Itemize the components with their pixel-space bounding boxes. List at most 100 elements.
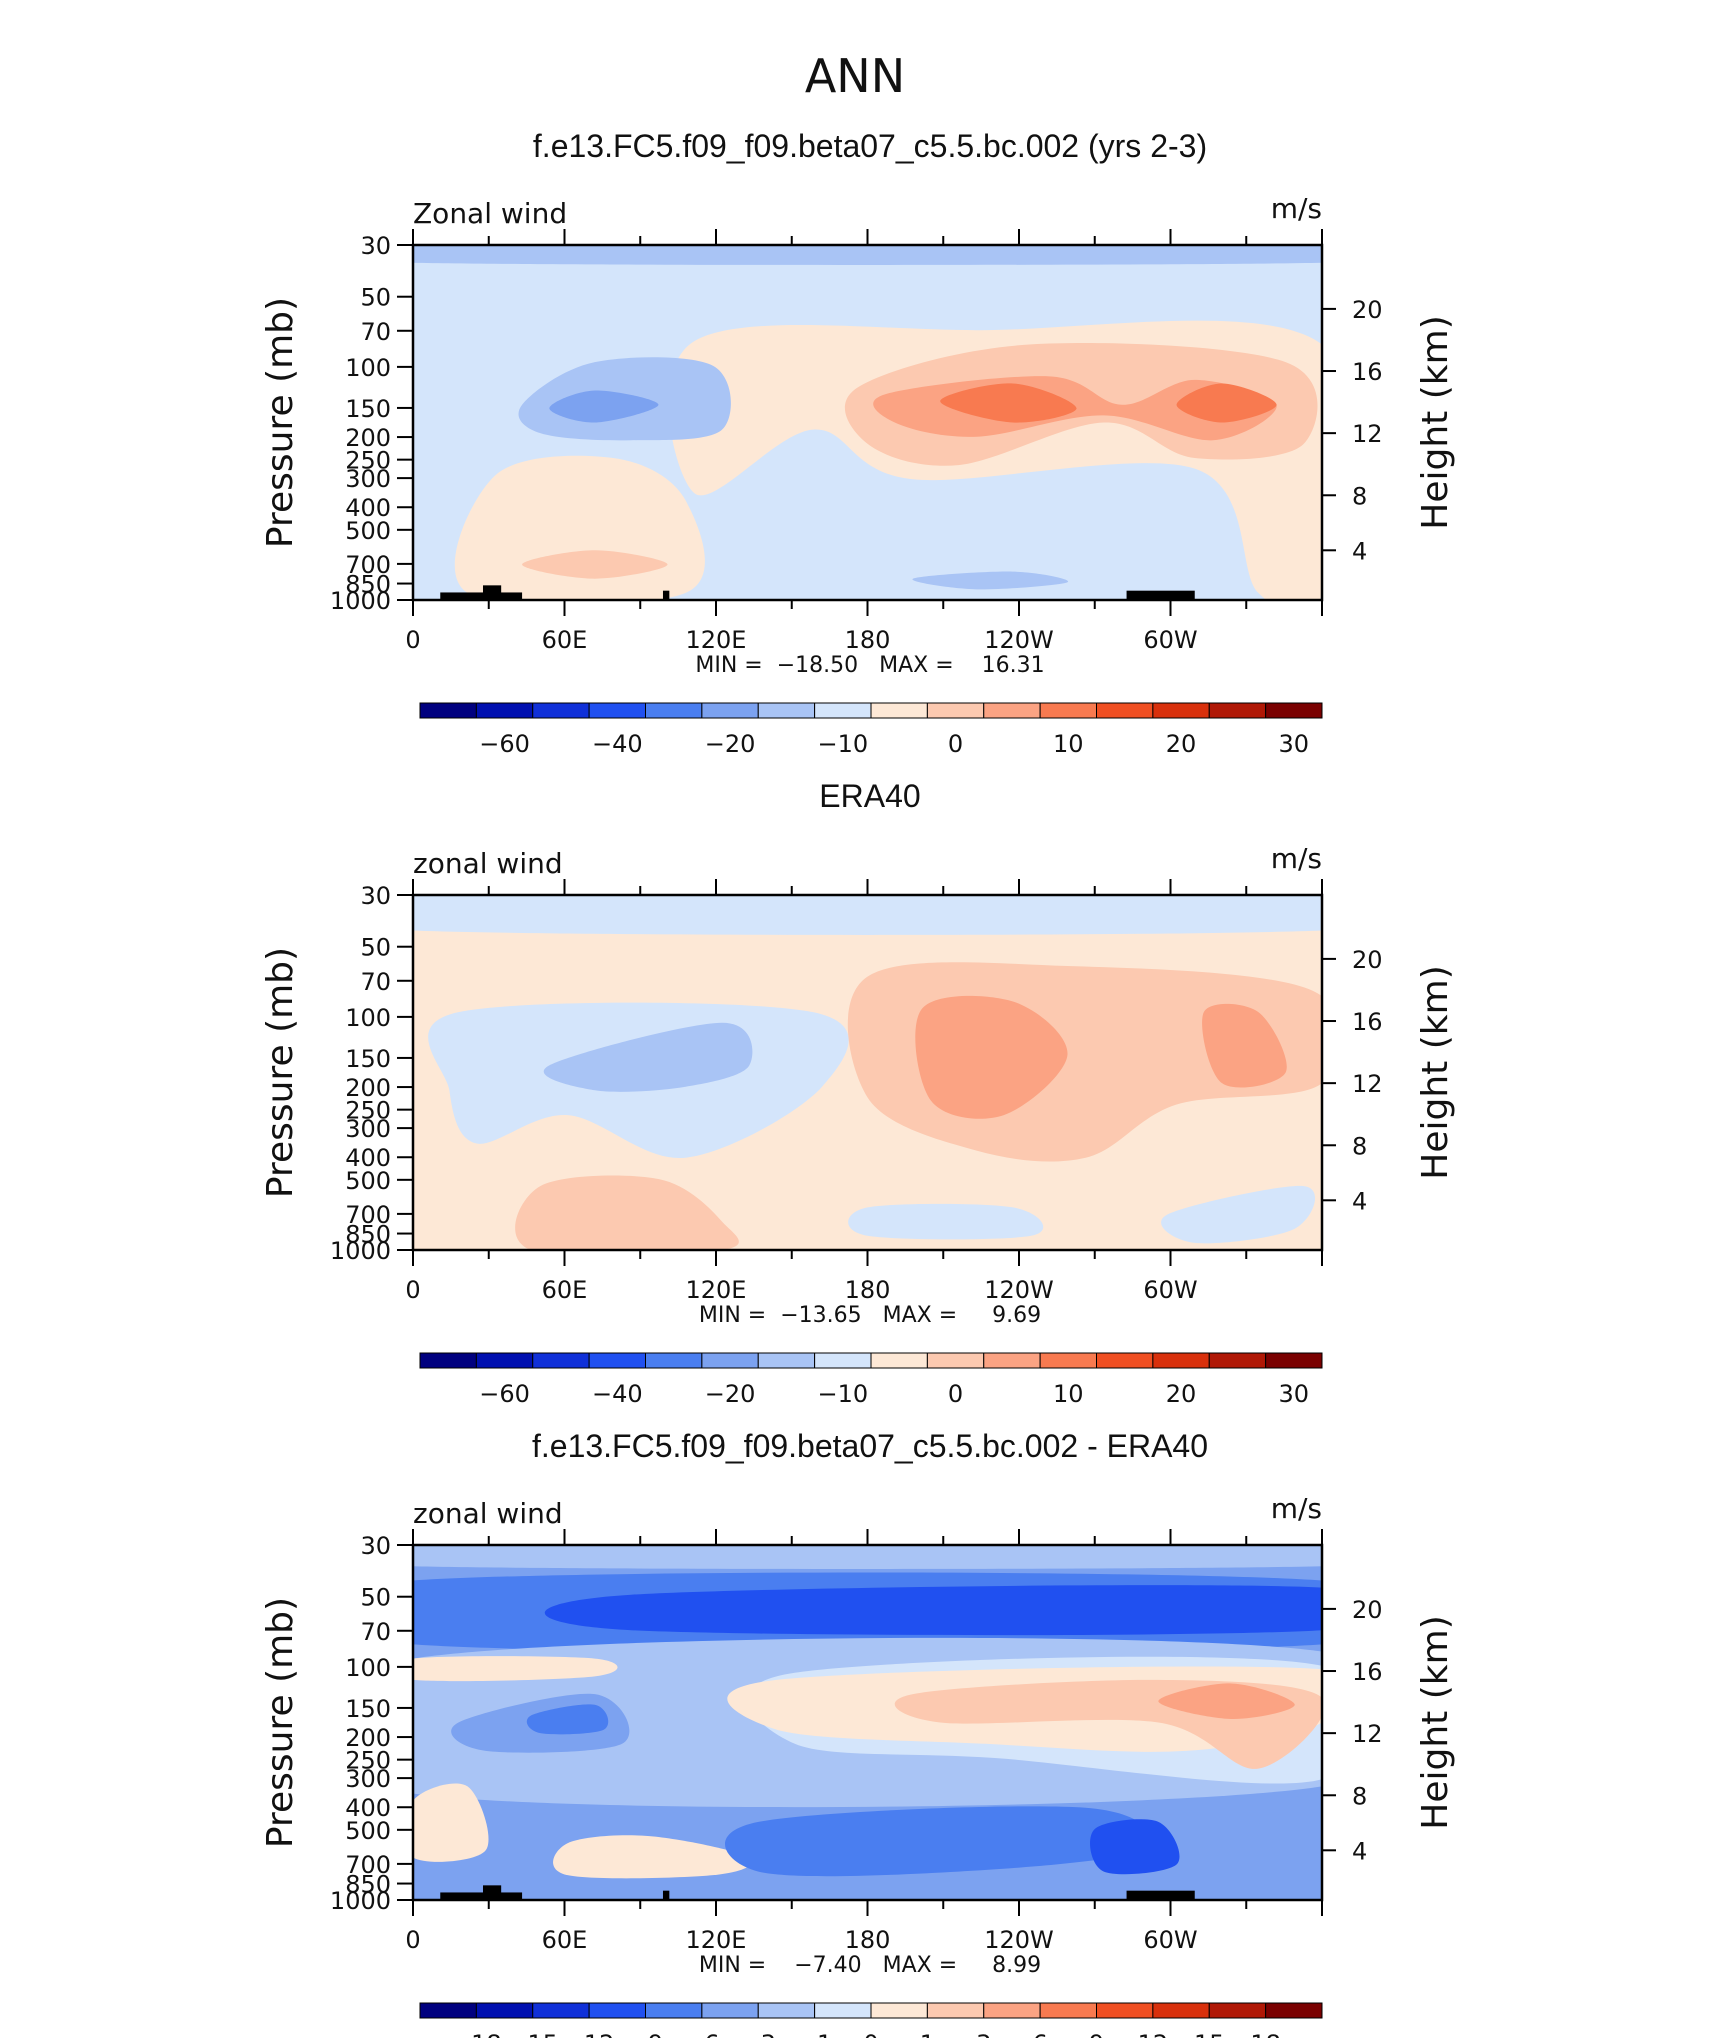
colorbar-label: −10 [817,730,868,758]
min-max-label: MIN = −13.65 MAX = 9.69 [699,1303,1041,1328]
y-tick-label: 200 [345,424,391,452]
y-tick-label: 70 [360,968,391,996]
colorbar-swatch [419,2002,477,2019]
contour-area-8 [1176,383,1277,423]
contour-fills [413,895,1322,1250]
right-tick-label: 12 [1352,1720,1383,1748]
y-tick-label: 200 [345,1724,391,1752]
colorbar-swatch [983,702,1041,719]
colorbar-label: −1 [797,2030,832,2038]
colorbar-label: 1 [920,2030,935,2038]
right-tick-label: 20 [1352,946,1383,974]
y-axis-label: Pressure (mb) [260,297,301,548]
x-tick-label: 120E [686,626,747,654]
x-tick-label: 0 [405,1926,420,1954]
colorbar: −60 −40 −20 −10 0 10 20 30 [419,1352,1323,1408]
y-tick-label: 150 [345,1045,391,1073]
colorbar-swatch [757,1352,816,1369]
contour-area-10 [1161,1185,1316,1244]
variable-label: Zonal wind [413,197,567,230]
panel-2: ERA40 zonal wind m/s 0 60E 120E 180 120W 60W 30 50… [260,778,1456,1408]
terrain-bar-2 [482,585,502,600]
contour-area-12 [912,571,1069,590]
x-tick-label: 60E [542,626,588,654]
y-tick-label: 30 [360,882,391,910]
y-tick-label: 100 [345,1654,391,1682]
topography [440,1885,1195,1900]
panel-title: ERA40 [819,778,920,814]
y-tick-label: 700 [345,551,391,579]
y-tick-label: 700 [345,1201,391,1229]
contour-area-9 [1158,1683,1295,1719]
contour-area-10 [549,390,659,423]
y-tick-label: 400 [345,1794,391,1822]
x-tick-label: 60W [1143,626,1197,654]
colorbar-label: −60 [479,730,530,758]
colorbar-label: −20 [705,1380,756,1408]
colorbar-swatch [1039,702,1097,719]
colorbar-swatch [1265,2002,1323,2019]
units-label: m/s [1271,192,1322,225]
y-tick-label: 70 [360,1618,391,1646]
colorbar-label: −9 [628,2030,663,2038]
contour-area-8 [515,1175,739,1250]
colorbar-label: 0 [948,1380,963,1408]
right-tick-label: 4 [1352,1837,1367,1865]
colorbar-swatch [870,702,928,719]
contour-area-11 [522,550,668,579]
figure-title: ANN [805,49,905,103]
terrain-bar-4 [1126,1890,1195,1900]
colorbar-swatch [1265,702,1323,719]
colorbar-swatch [588,2002,646,2019]
x-tick-label: 60E [542,1276,588,1304]
terrain-bar-2 [482,1885,502,1900]
colorbar-swatch [532,2002,590,2019]
y-tick-label: 150 [345,1695,391,1723]
contour-area-2 [413,1545,1322,1569]
colorbar-label: 30 [1279,1380,1310,1408]
colorbar-label: 3 [976,2030,991,2038]
y-tick-label: 500 [345,1817,391,1845]
contour-area-2 [413,895,1322,935]
colorbar-label: 12 [1138,2030,1169,2038]
contour-area-6 [915,995,1068,1119]
colorbar-label: 0 [948,730,963,758]
y-tick-label: 30 [360,232,391,260]
right-tick-label: 20 [1352,1596,1383,1624]
colorbar-swatch [1152,2002,1210,2019]
y-tick-label: 50 [360,1584,391,1612]
colorbar-label: 20 [1166,730,1197,758]
colorbar-swatch [419,1352,477,1369]
x-tick-label: 60W [1143,1276,1197,1304]
colorbar-swatch [870,2002,928,2019]
x-tick-label: 180 [845,1276,891,1304]
topography [440,585,1195,600]
y-tick-label: 300 [345,1115,391,1143]
colorbar-label: −10 [817,1380,868,1408]
y-tick-label: 850 [345,1871,391,1899]
units-label: m/s [1271,1492,1322,1525]
contour-area-15 [1090,1819,1180,1875]
colorbar-swatch [532,1352,590,1369]
colorbar-swatch [475,2002,534,2019]
colorbar-label: −12 [564,2030,615,2038]
colorbar-swatch [588,1352,646,1369]
panel-title: f.e13.FC5.f09_f09.beta07_c5.5.bc.002 - E… [532,1428,1208,1464]
right-tick-label: 16 [1352,1658,1383,1686]
colorbar-swatch [926,1352,985,1369]
colorbar-swatch [814,702,872,719]
colorbar-swatch [645,2002,703,2019]
x-tick-label: 120E [686,1276,747,1304]
colorbar-swatch [870,1352,928,1369]
colorbar-label: −40 [592,730,643,758]
right-tick-label: 12 [1352,1070,1383,1098]
colorbar-swatch [983,1352,1041,1369]
colorbar-swatch [1265,1352,1323,1369]
colorbar-swatch [1208,1352,1267,1369]
terrain-bar-3 [662,1890,670,1900]
y-tick-label: 400 [345,494,391,522]
contour-area-16 [413,1783,489,1862]
colorbar-label: 6 [1032,2030,1047,2038]
y-tick-label: 300 [345,1765,391,1793]
